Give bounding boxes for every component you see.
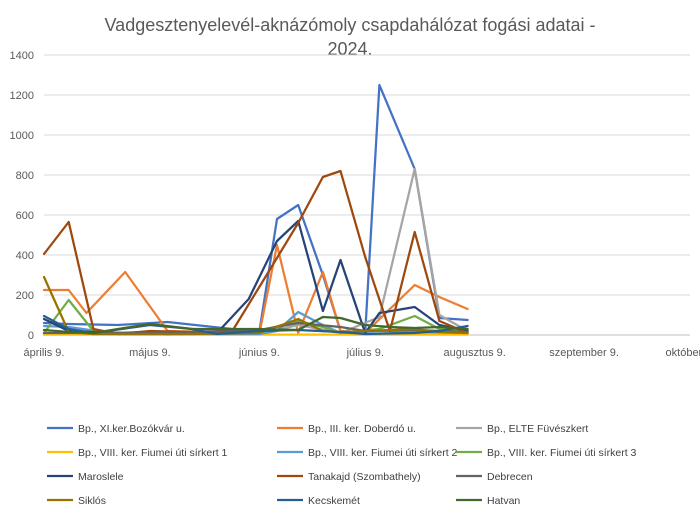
legend-label: Bp., VIII. ker. Fiumei úti sírkert 2 [308, 447, 458, 459]
x-tick-label: június 9. [238, 347, 280, 359]
y-tick-label: 1400 [10, 50, 34, 62]
y-tick-label: 400 [16, 250, 34, 262]
series-line [42, 275, 469, 336]
legend-label: Debrecen [487, 471, 533, 483]
x-tick-label: október 9. [666, 347, 700, 359]
x-tick-label: augusztus 9. [443, 347, 505, 359]
plot-series [42, 83, 469, 336]
legend-label: Bp., III. ker. Doberdó u. [308, 423, 416, 435]
x-tick-label: szeptember 9. [549, 347, 619, 359]
y-axis: 0 200 400 600 800 1000 1200 1400 [10, 50, 34, 342]
y-tick-label: 600 [16, 210, 34, 222]
legend-label: Bp., XI.ker.Bozókvár u. [78, 423, 185, 435]
legend-label: Tanakajd (Szombathely) [308, 471, 421, 483]
y-tick-label: 0 [28, 330, 34, 342]
x-tick-label: július 9. [346, 347, 384, 359]
y-tick-label: 1000 [10, 130, 34, 142]
x-axis: április 9. május 9. június 9. július 9. augu… [24, 347, 700, 359]
chart-title-line-2: 2024. [327, 39, 372, 59]
x-tick-label: április 9. [24, 347, 65, 359]
y-tick-label: 1200 [10, 90, 34, 102]
legend-label: Bp., ELTE Füvészkert [487, 423, 588, 435]
x-tick-label: május 9. [129, 347, 171, 359]
series-line [42, 315, 469, 335]
gridlines [44, 54, 690, 336]
legend-label: Hatvan [487, 495, 520, 507]
y-tick-label: 200 [16, 290, 34, 302]
chart-title-line-1: Vadgesztenyelevél-aknázómoly csapdahálóz… [105, 15, 596, 35]
legend-label: Kecskemét [308, 495, 360, 507]
y-tick-label: 800 [16, 170, 34, 182]
legend: Bp., XI.ker.Bozókvár u. Bp., III. ker. Do… [47, 423, 637, 507]
legend-label: Bp., VIII. ker. Fiumei úti sírkert 3 [487, 447, 637, 459]
legend-label: Maroslele [78, 471, 124, 483]
legend-label: Bp., VIII. ker. Fiumei úti sírkert 1 [78, 447, 228, 459]
legend-label: Siklós [78, 495, 106, 507]
series-line [42, 83, 469, 335]
